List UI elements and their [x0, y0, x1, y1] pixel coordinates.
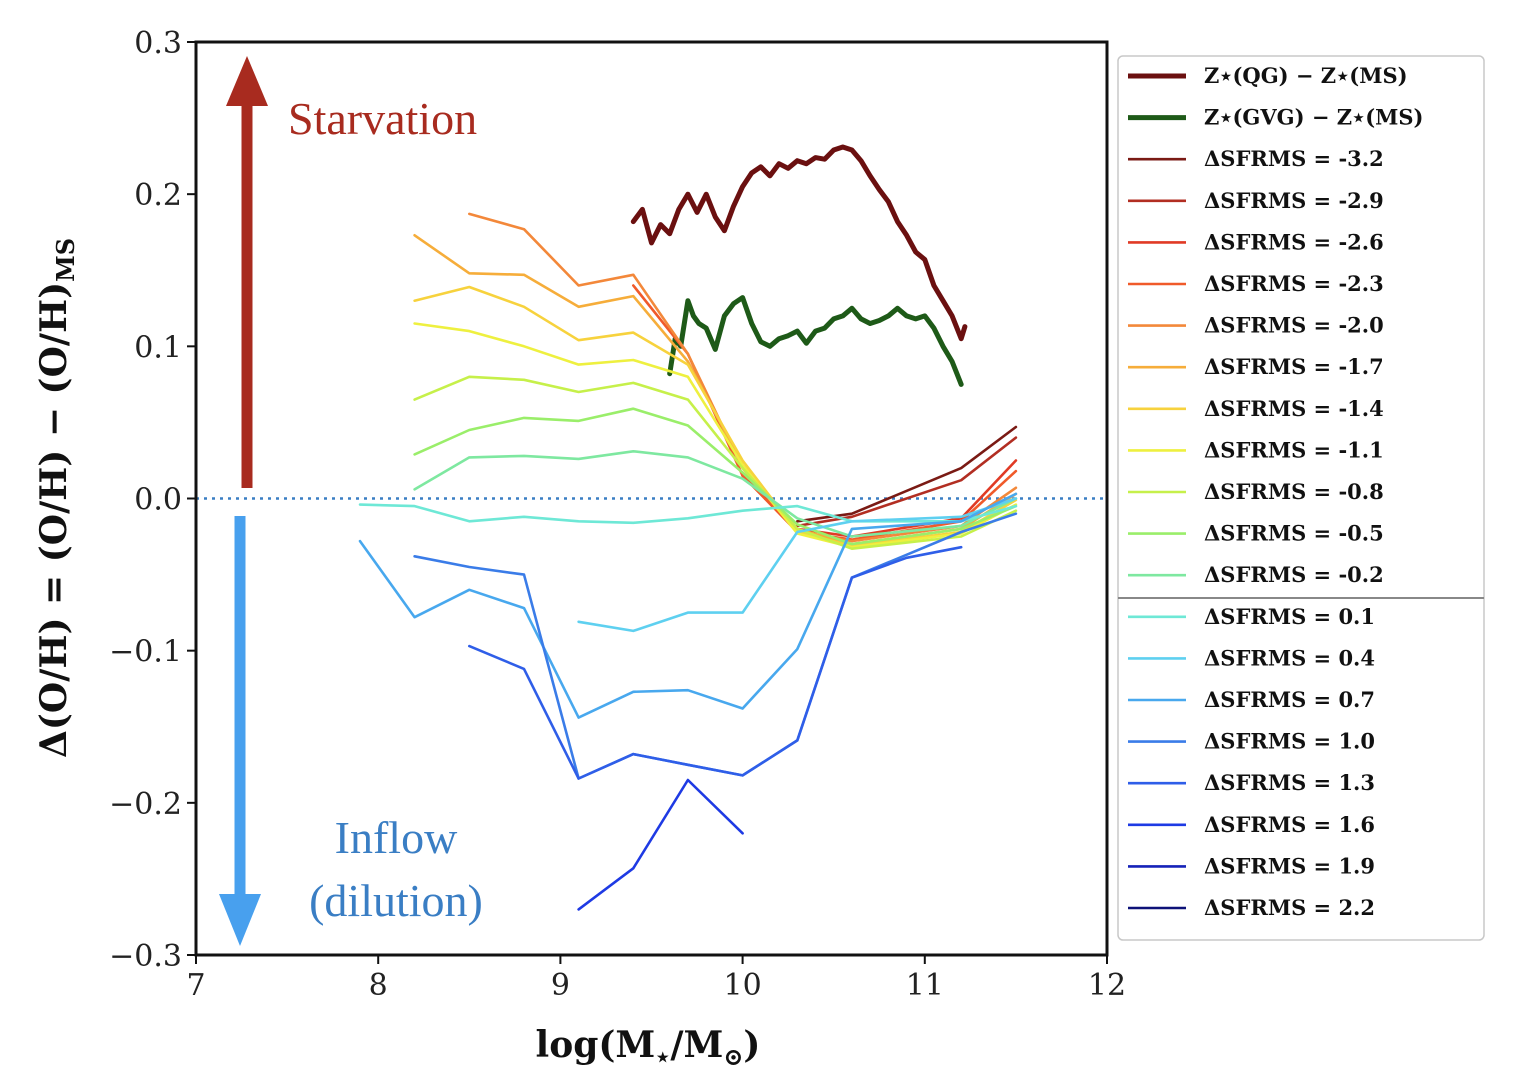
y-tick-label: 0.2: [134, 178, 182, 213]
series-line-9: [413, 322, 1018, 549]
series-line-13: [358, 503, 1018, 525]
legend-label-2: ΔSFRMS = -3.2: [1204, 146, 1384, 171]
legend-label-8: ΔSFRMS = -1.4: [1204, 396, 1384, 421]
series-line-0: [630, 144, 968, 342]
legend-label-4: ΔSFRMS = -2.6: [1204, 229, 1384, 254]
legend-label-18: ΔSFRMS = 1.6: [1204, 812, 1375, 837]
y-tick-label: 0.1: [134, 330, 182, 365]
y-tick-label: −0.2: [109, 787, 182, 822]
legend-label-11: ΔSFRMS = -0.5: [1204, 521, 1384, 546]
y-axis-title: Δ(O/H) = (O/H) − (O/H)MS: [33, 238, 80, 758]
series-line-15: [358, 492, 1018, 719]
inflow-label: Inflow: [335, 812, 458, 863]
x-tick-label: 11: [906, 968, 944, 1003]
inflow-annotation: Inflow (dilution): [219, 516, 483, 946]
down-arrow-icon: [219, 894, 261, 946]
series-layer: [358, 144, 1018, 911]
y-tick-label: 0.0: [134, 483, 182, 518]
y-tick-label: −0.1: [109, 635, 182, 670]
legend-label-20: ΔSFRMS = 2.2: [1204, 895, 1375, 920]
x-tick-label: 8: [369, 968, 388, 1003]
legend-label-16: ΔSFRMS = 1.0: [1204, 729, 1375, 754]
series-line-10: [413, 375, 1018, 551]
series-line-17: [467, 545, 963, 780]
series-line-14: [577, 497, 1018, 633]
legend-label-3: ΔSFRMS = -2.9: [1204, 188, 1384, 213]
legend-label-9: ΔSFRMS = -1.1: [1204, 437, 1384, 462]
y-tick-label: −0.3: [109, 939, 182, 974]
legend-label-1: Z⋆(GVG) − Z⋆(MS): [1204, 105, 1424, 130]
series-line-2: [795, 425, 1018, 523]
starvation-annotation: Starvation: [226, 56, 477, 488]
legend-label-10: ΔSFRMS = -0.8: [1204, 479, 1384, 504]
legend: Z⋆(QG) − Z⋆(MS) Z⋆(GVG) − Z⋆(MS) ΔSFRMS = …: [1117, 55, 1485, 941]
x-axis-title: log(M⋆/M⊙): [536, 1024, 761, 1071]
series-line-1: [667, 295, 964, 387]
up-arrow-icon: [226, 56, 268, 106]
legend-label-5: ΔSFRMS = -2.3: [1204, 271, 1384, 296]
x-tick-label: 12: [1088, 968, 1126, 1003]
legend-box: [1117, 55, 1485, 941]
y-tick-label: 0.3: [134, 26, 182, 61]
legend-label-17: ΔSFRMS = 1.3: [1204, 770, 1375, 795]
series-line-5: [631, 284, 1018, 541]
series-line-18: [577, 778, 744, 911]
series-line-8: [413, 285, 1018, 548]
series-line-11: [413, 407, 1018, 546]
x-tick-label: 10: [724, 968, 762, 1003]
series-line-12: [413, 449, 1018, 538]
legend-label-15: ΔSFRMS = 0.7: [1204, 687, 1375, 712]
series-line-3: [795, 436, 1018, 528]
legend-label-0: Z⋆(QG) − Z⋆(MS): [1204, 63, 1408, 88]
dilution-label: (dilution): [309, 875, 483, 926]
x-tick-label: 7: [186, 968, 205, 1003]
legend-label-7: ΔSFRMS = -1.7: [1204, 354, 1384, 379]
x-tick-label: 9: [551, 968, 570, 1003]
series-line-6: [467, 212, 1018, 543]
axis-layer: 7 8 9 10 11 12 −0.3 −0.2 −0.1 0.0 0.1 0.2 0.3: [109, 26, 1126, 1003]
legend-label-6: ΔSFRMS = -2.0: [1204, 313, 1384, 338]
legend-label-12: ΔSFRMS = -0.2: [1204, 562, 1384, 587]
legend-label-13: ΔSFRMS = 0.1: [1204, 604, 1375, 629]
legend-label-14: ΔSFRMS = 0.4: [1204, 645, 1375, 670]
starvation-label: Starvation: [288, 93, 477, 144]
legend-label-19: ΔSFRMS = 1.9: [1204, 853, 1375, 878]
